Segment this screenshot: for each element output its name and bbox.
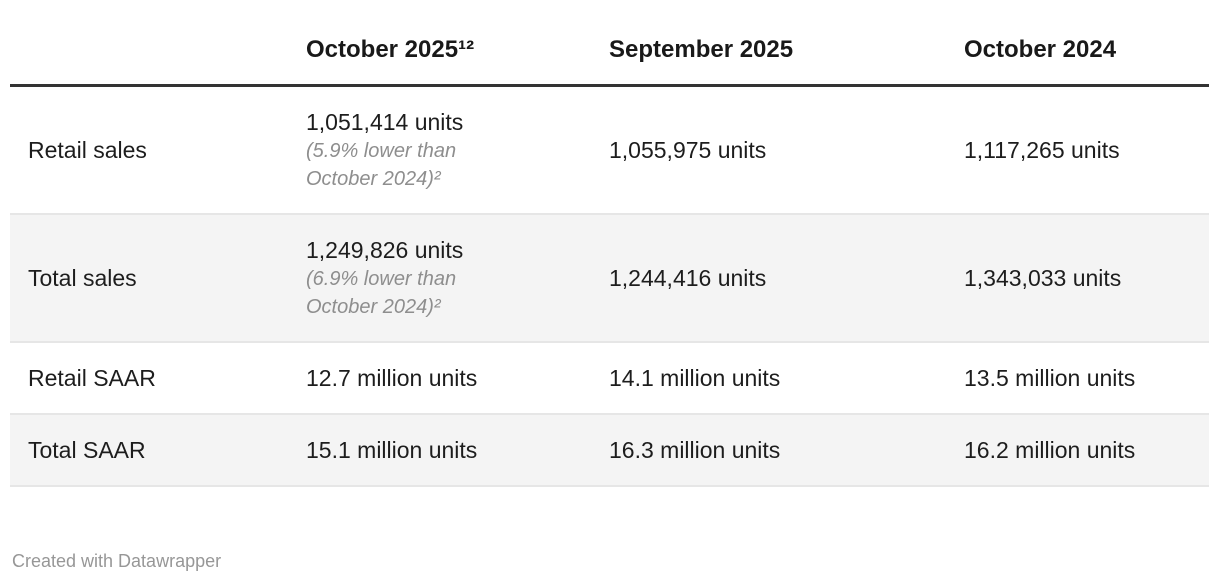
cell-september-2025: 16.3 million units xyxy=(591,414,946,487)
cell-october-2024: 1,343,033 units xyxy=(946,214,1209,343)
cell-value: 1,249,826 units xyxy=(306,237,464,263)
row-label: Total SAAR xyxy=(10,414,288,487)
row-label: Retail sales xyxy=(10,85,288,215)
header-row: October 2025¹² September 2025 October 20… xyxy=(10,14,1209,87)
cell-footnote-line: October 2024)² xyxy=(306,296,441,318)
cell-october-2025: 1,051,414 units (5.9% lower than October… xyxy=(288,85,591,215)
cell-october-2025: 1,249,826 units (6.9% lower than October… xyxy=(288,214,591,343)
cell-september-2025: 14.1 million units xyxy=(591,342,946,415)
table-row-total-sales: Total sales 1,249,826 units (6.9% lower … xyxy=(10,214,1209,343)
cell-footnote-line: October 2024)² xyxy=(306,168,441,190)
cell-october-2025: 12.7 million units xyxy=(288,342,591,415)
cell-october-2024: 16.2 million units xyxy=(946,414,1209,487)
table-row-total-saar: Total SAAR 15.1 million units 16.3 milli… xyxy=(10,414,1209,487)
table-row-retail-saar: Retail SAAR 12.7 million units 14.1 mill… xyxy=(10,342,1209,415)
row-label: Total sales xyxy=(10,214,288,343)
sales-comparison-table: October 2025¹² September 2025 October 20… xyxy=(10,14,1209,487)
cell-september-2025: 1,244,416 units xyxy=(591,214,946,343)
cell-september-2025: 1,055,975 units xyxy=(591,85,946,215)
table-row-retail-sales: Retail sales 1,051,414 units (5.9% lower… xyxy=(10,85,1209,215)
row-label: Retail SAAR xyxy=(10,342,288,415)
col-header-october-2024: October 2024 xyxy=(946,14,1209,87)
col-header-october-2025: October 2025¹² xyxy=(288,14,591,87)
datawrapper-attribution-link[interactable]: Created with Datawrapper xyxy=(12,551,222,571)
cell-october-2024: 1,117,265 units xyxy=(946,85,1209,215)
cell-footnote-line: (6.9% lower than xyxy=(306,268,457,290)
cell-footnote-line: (5.9% lower than xyxy=(306,140,457,162)
col-header-september-2025: September 2025 xyxy=(591,14,946,87)
cell-october-2025: 15.1 million units xyxy=(288,414,591,487)
cell-value: 1,051,414 units xyxy=(306,109,464,135)
col-header-row-label xyxy=(10,14,288,87)
cell-october-2024: 13.5 million units xyxy=(946,342,1209,415)
